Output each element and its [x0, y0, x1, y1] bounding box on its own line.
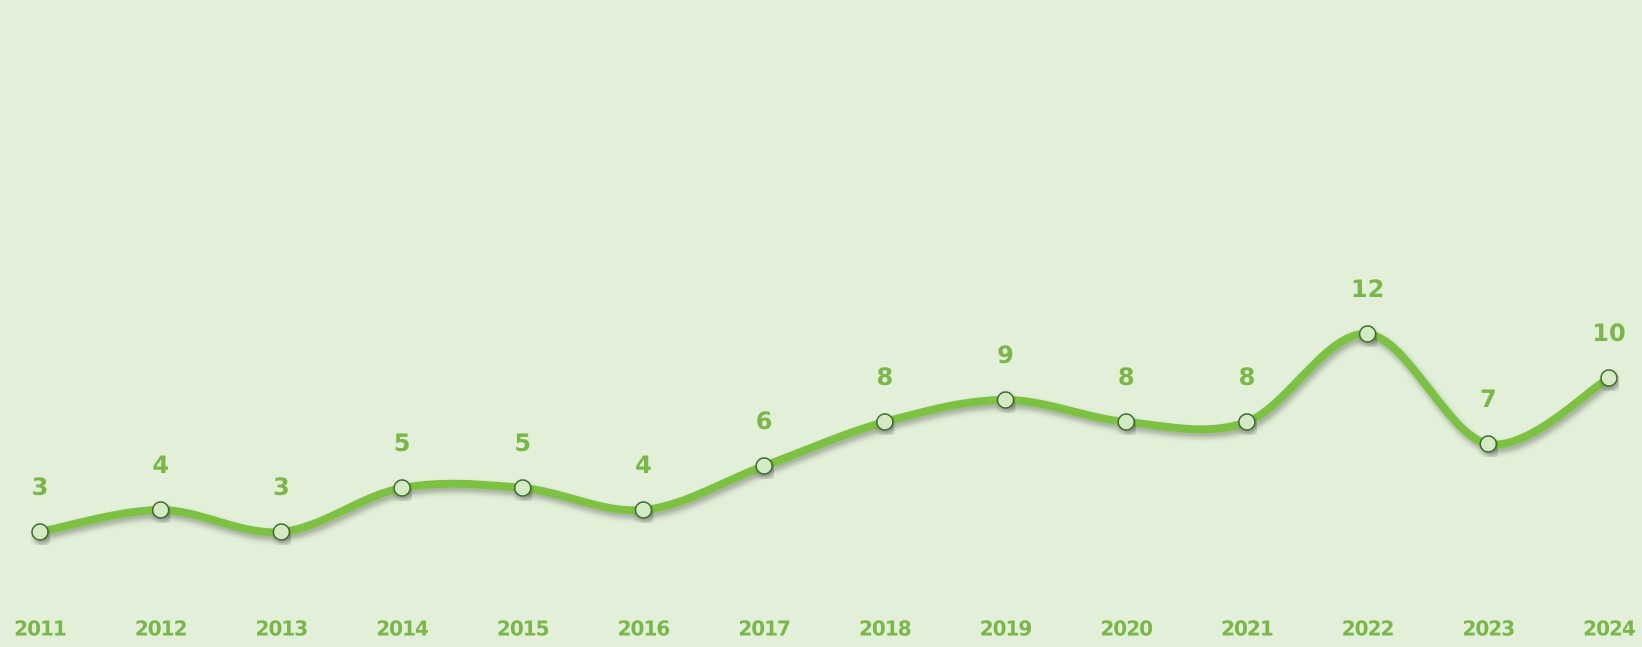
x-tick-label: 2020 — [1100, 617, 1152, 641]
data-label: 4 — [635, 451, 652, 479]
x-tick-label: 2015 — [497, 617, 549, 641]
data-label: 4 — [152, 451, 169, 479]
point — [1479, 435, 1498, 453]
x-tick-label: 2016 — [618, 617, 670, 641]
point — [634, 501, 653, 519]
data-label: 8 — [1239, 363, 1256, 391]
x-tick-label: 2024 — [1583, 617, 1635, 641]
point — [1358, 325, 1377, 343]
data-label: 5 — [394, 429, 411, 457]
point — [151, 501, 170, 519]
x-tick-label: 2014 — [376, 617, 428, 641]
point — [876, 413, 894, 431]
x-tick-label: 2023 — [1462, 617, 1514, 641]
data-label: 5 — [514, 429, 531, 457]
data-label: 3 — [273, 473, 290, 501]
data-label: 12 — [1351, 275, 1384, 303]
point — [755, 457, 773, 475]
x-tick-label: 2013 — [256, 617, 308, 641]
point — [996, 391, 1015, 409]
x-tick-label: 2022 — [1342, 617, 1394, 641]
data-label: 8 — [876, 363, 893, 391]
data-label: 10 — [1592, 319, 1625, 347]
x-tick-label: 2017 — [738, 617, 790, 641]
data-label: 6 — [756, 407, 773, 435]
x-tick-label: 2011 — [14, 617, 66, 641]
point — [1117, 413, 1135, 431]
x-tick-label: 2012 — [135, 617, 187, 641]
point — [272, 523, 291, 541]
x-tick-label: 2021 — [1221, 617, 1273, 641]
data-label: 7 — [1480, 385, 1497, 413]
data-label: 9 — [997, 341, 1014, 369]
point — [1238, 413, 1256, 431]
point — [514, 479, 532, 497]
data-label: 8 — [1118, 363, 1135, 391]
point — [31, 523, 49, 541]
x-tick-label: 2018 — [859, 617, 911, 641]
point — [393, 479, 411, 497]
data-label: 3 — [32, 473, 49, 501]
x-tick-label: 2019 — [980, 617, 1032, 641]
point — [1600, 369, 1618, 387]
